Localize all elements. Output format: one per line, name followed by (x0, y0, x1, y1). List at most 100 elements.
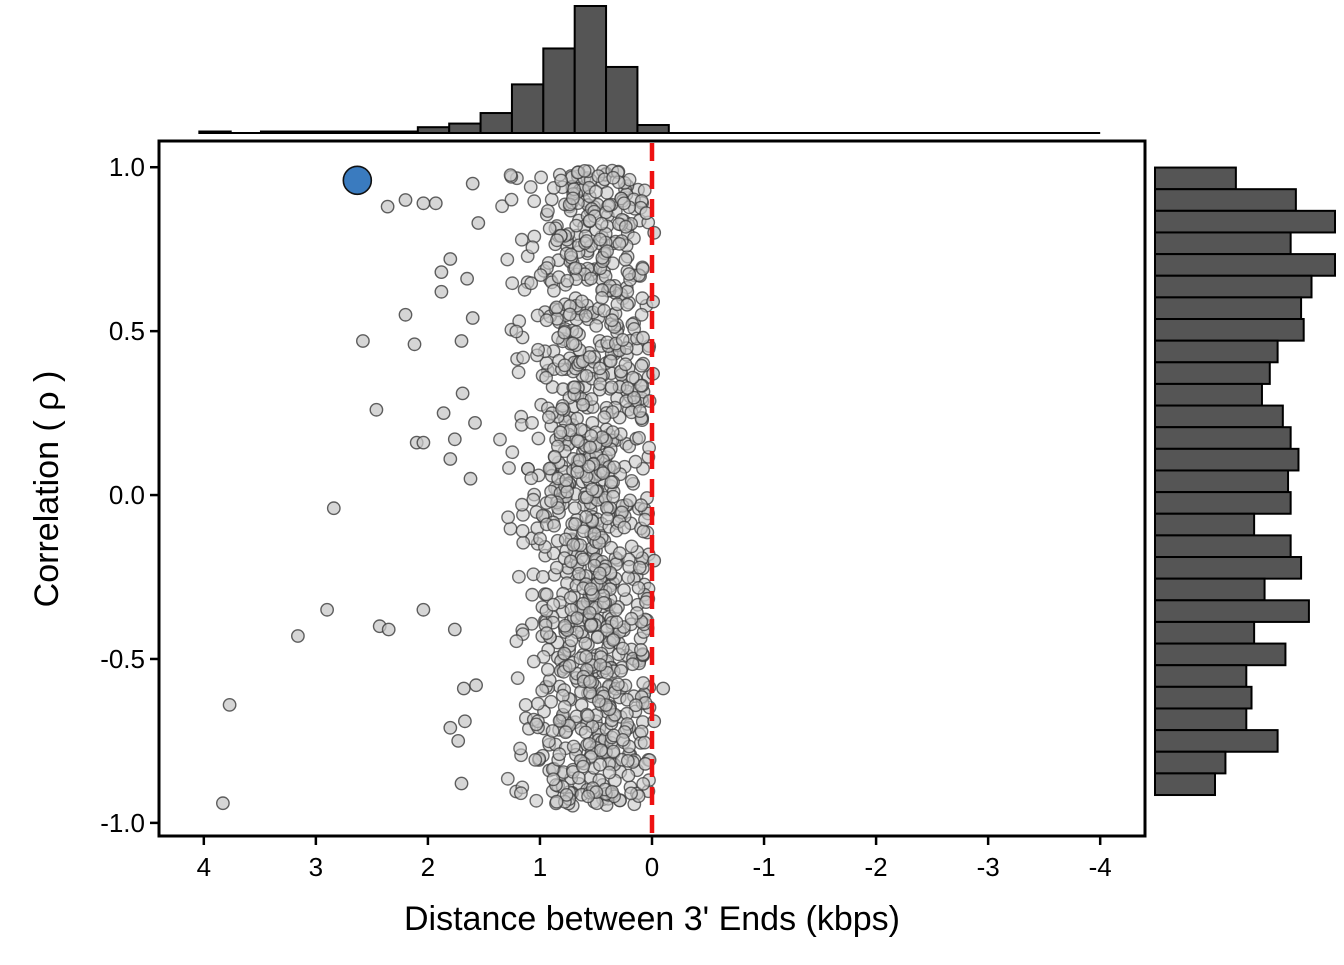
scatter-point (638, 757, 653, 771)
scatter-point (447, 432, 462, 447)
right-histogram-bar (1154, 296, 1303, 321)
scatter-point (572, 453, 587, 467)
scatter-point (539, 313, 554, 328)
scatter-point (471, 216, 486, 230)
scatter-point (493, 432, 507, 447)
scatter-point (515, 524, 530, 538)
scatter-point (575, 294, 589, 309)
scatter-point (582, 213, 597, 228)
scatter-point (514, 786, 528, 801)
scatter-point (562, 307, 577, 322)
scatter-point (624, 473, 639, 488)
x-tick-label: -3 (977, 852, 1000, 882)
scatter-point (605, 784, 619, 799)
y-tick-label: 0.5 (109, 316, 145, 346)
scatter-point (583, 440, 597, 455)
scatter-point (546, 597, 561, 612)
scatter-point (555, 401, 569, 416)
y-tick-label: -1.0 (100, 808, 145, 838)
scatter-point (500, 771, 515, 786)
scatter-point (500, 252, 515, 267)
scatter-point (581, 789, 595, 804)
x-tick-label: 1 (533, 852, 547, 882)
y-tick-label: 0.0 (109, 480, 145, 510)
scatter-point (617, 196, 631, 211)
scatter-point (495, 199, 509, 214)
scatter-point (636, 777, 651, 791)
scatter-point (570, 465, 585, 480)
scatter-point (436, 406, 451, 420)
top-histogram-bar (448, 122, 482, 134)
scatter-point (559, 473, 574, 488)
scatter-point (557, 325, 572, 340)
scatter-point (592, 361, 607, 376)
scatter-point (567, 380, 582, 395)
scatter-point (584, 582, 598, 596)
scatter-point (615, 641, 630, 656)
scatter-point (624, 539, 639, 554)
scatter-point (617, 520, 632, 535)
scatter-point (465, 311, 480, 325)
scatter-point (606, 744, 621, 759)
scatter-point (594, 743, 608, 758)
scatter-point (576, 759, 590, 774)
scatter-point (618, 219, 633, 234)
scatter-point (557, 358, 572, 373)
right-histogram-bar (1154, 339, 1279, 364)
top-histogram-bar (259, 130, 294, 134)
scatter-point (578, 725, 593, 740)
y-axis: 1.0 0.5 0.0 -0.5 -1.0 (100, 152, 159, 838)
scatter-point (456, 681, 471, 696)
scatter-point (627, 390, 641, 405)
scatter-point (509, 634, 524, 649)
scatter-point (533, 268, 548, 282)
scatter-point (636, 524, 651, 539)
scatter-point (460, 271, 474, 286)
scatter-point (526, 492, 541, 507)
scatter-point (443, 720, 458, 735)
scatter-point (569, 325, 584, 339)
scatter-point (576, 397, 590, 412)
scatter-point (369, 402, 384, 417)
right-histogram-bar (1154, 556, 1303, 580)
scatter-point (623, 493, 637, 508)
right-histogram-bar (1154, 382, 1263, 407)
scatter-point (578, 308, 593, 323)
scatter-point (576, 552, 590, 567)
scatter-point (606, 489, 620, 504)
scatter-point (434, 284, 449, 299)
scatter-point (544, 494, 558, 508)
right-histogram-bar (1154, 664, 1248, 688)
scatter-point (638, 512, 652, 527)
scatter-point (527, 194, 542, 209)
scatter-point (536, 570, 550, 584)
scatter-point (600, 244, 614, 259)
scatter-point (594, 216, 609, 231)
scatter-point (571, 434, 585, 449)
scatter-point (597, 410, 612, 425)
right-histogram-bar (1154, 426, 1292, 450)
scatter-point (549, 300, 564, 315)
scatter-point (505, 276, 520, 291)
scatter-point (563, 590, 578, 605)
scatter-point (565, 336, 580, 351)
scatter-point (560, 484, 575, 499)
scatter-point (525, 240, 540, 255)
top-histogram-bar (385, 130, 419, 134)
scatter-point (215, 796, 230, 811)
scatter-point (635, 261, 650, 276)
right-histogram-bar (1154, 253, 1336, 277)
right-histogram-bar (1154, 707, 1248, 732)
scatter-point (525, 587, 540, 602)
scatter-point (591, 694, 606, 708)
scatter-point (544, 694, 558, 709)
right-histogram-bar (1154, 750, 1227, 775)
scatter-point (562, 659, 577, 673)
scatter-point (549, 794, 564, 809)
scatter-point (595, 290, 609, 305)
scatter-point (593, 232, 607, 247)
scatter-point (518, 698, 533, 712)
scatter-point (531, 696, 545, 711)
scatter-point (502, 461, 516, 475)
right-histogram-bar (1154, 577, 1266, 602)
